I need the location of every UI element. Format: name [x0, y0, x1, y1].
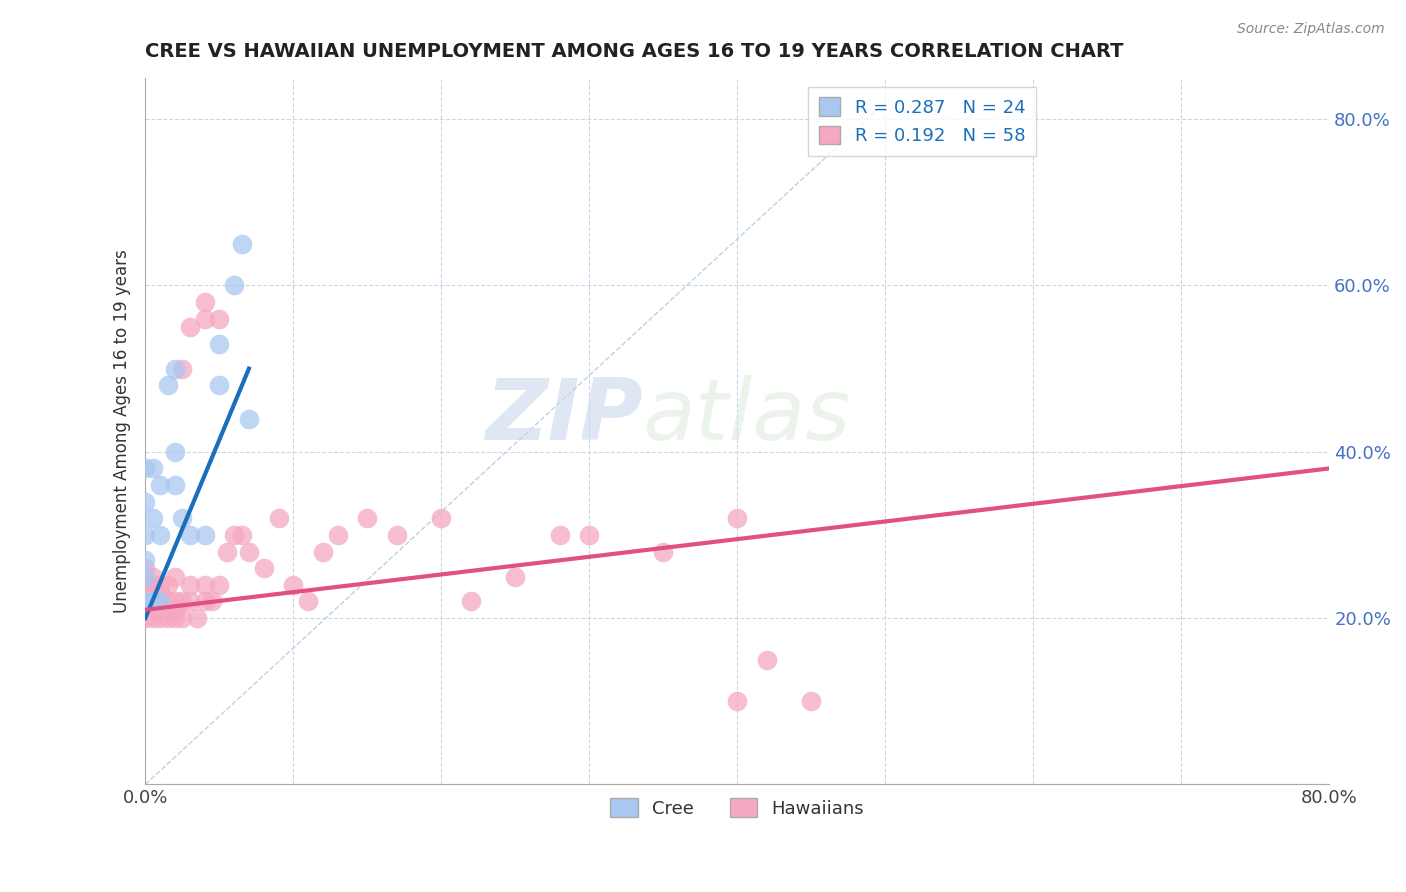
Point	[163, 478, 186, 492]
Point	[430, 511, 453, 525]
Point	[172, 611, 194, 625]
Point	[238, 544, 260, 558]
Point	[142, 511, 165, 525]
Point	[385, 528, 408, 542]
Legend: Cree, Hawaiians: Cree, Hawaiians	[603, 791, 872, 825]
Point	[156, 578, 179, 592]
Point	[224, 278, 246, 293]
Point	[134, 611, 156, 625]
Point	[134, 494, 156, 508]
Point	[134, 528, 156, 542]
Point	[149, 586, 172, 600]
Point	[149, 594, 172, 608]
Point	[179, 320, 201, 334]
Text: Source: ZipAtlas.com: Source: ZipAtlas.com	[1237, 22, 1385, 37]
Point	[208, 378, 231, 392]
Point	[134, 578, 156, 592]
Y-axis label: Unemployment Among Ages 16 to 19 years: Unemployment Among Ages 16 to 19 years	[114, 249, 131, 613]
Point	[172, 361, 194, 376]
Point	[156, 594, 179, 608]
Point	[312, 544, 335, 558]
Point	[163, 361, 186, 376]
Point	[283, 578, 305, 592]
Point	[193, 528, 215, 542]
Point	[215, 544, 238, 558]
Point	[149, 528, 172, 542]
Point	[253, 561, 276, 575]
Point	[193, 594, 215, 608]
Point	[142, 461, 165, 475]
Point	[231, 236, 253, 251]
Point	[193, 295, 215, 310]
Point	[142, 611, 165, 625]
Point	[142, 594, 165, 608]
Point	[208, 578, 231, 592]
Point	[142, 578, 165, 592]
Point	[578, 528, 600, 542]
Point	[725, 511, 748, 525]
Point	[134, 553, 156, 567]
Point	[224, 528, 246, 542]
Point	[134, 461, 156, 475]
Point	[149, 578, 172, 592]
Point	[356, 511, 378, 525]
Point	[800, 694, 823, 708]
Point	[134, 594, 156, 608]
Point	[297, 594, 319, 608]
Point	[142, 569, 165, 583]
Point	[231, 528, 253, 542]
Point	[460, 594, 482, 608]
Point	[503, 569, 526, 583]
Point	[652, 544, 675, 558]
Point	[172, 594, 194, 608]
Point	[163, 603, 186, 617]
Point	[179, 594, 201, 608]
Text: atlas: atlas	[643, 376, 851, 458]
Point	[193, 578, 215, 592]
Point	[267, 511, 290, 525]
Point	[163, 569, 186, 583]
Point	[142, 586, 165, 600]
Point	[142, 594, 165, 608]
Text: ZIP: ZIP	[485, 376, 643, 458]
Point	[172, 511, 194, 525]
Point	[149, 594, 172, 608]
Point	[755, 653, 778, 667]
Point	[725, 694, 748, 708]
Point	[156, 611, 179, 625]
Text: CREE VS HAWAIIAN UNEMPLOYMENT AMONG AGES 16 TO 19 YEARS CORRELATION CHART: CREE VS HAWAIIAN UNEMPLOYMENT AMONG AGES…	[145, 42, 1123, 61]
Point	[186, 611, 208, 625]
Point	[326, 528, 349, 542]
Point	[134, 594, 156, 608]
Point	[163, 445, 186, 459]
Point	[238, 411, 260, 425]
Point	[134, 586, 156, 600]
Point	[208, 311, 231, 326]
Point	[208, 336, 231, 351]
Point	[134, 561, 156, 575]
Point	[179, 528, 201, 542]
Point	[201, 594, 224, 608]
Point	[149, 603, 172, 617]
Point	[149, 478, 172, 492]
Point	[163, 594, 186, 608]
Point	[156, 378, 179, 392]
Point	[149, 611, 172, 625]
Point	[548, 528, 571, 542]
Point	[134, 569, 156, 583]
Point	[163, 611, 186, 625]
Point	[193, 311, 215, 326]
Point	[179, 578, 201, 592]
